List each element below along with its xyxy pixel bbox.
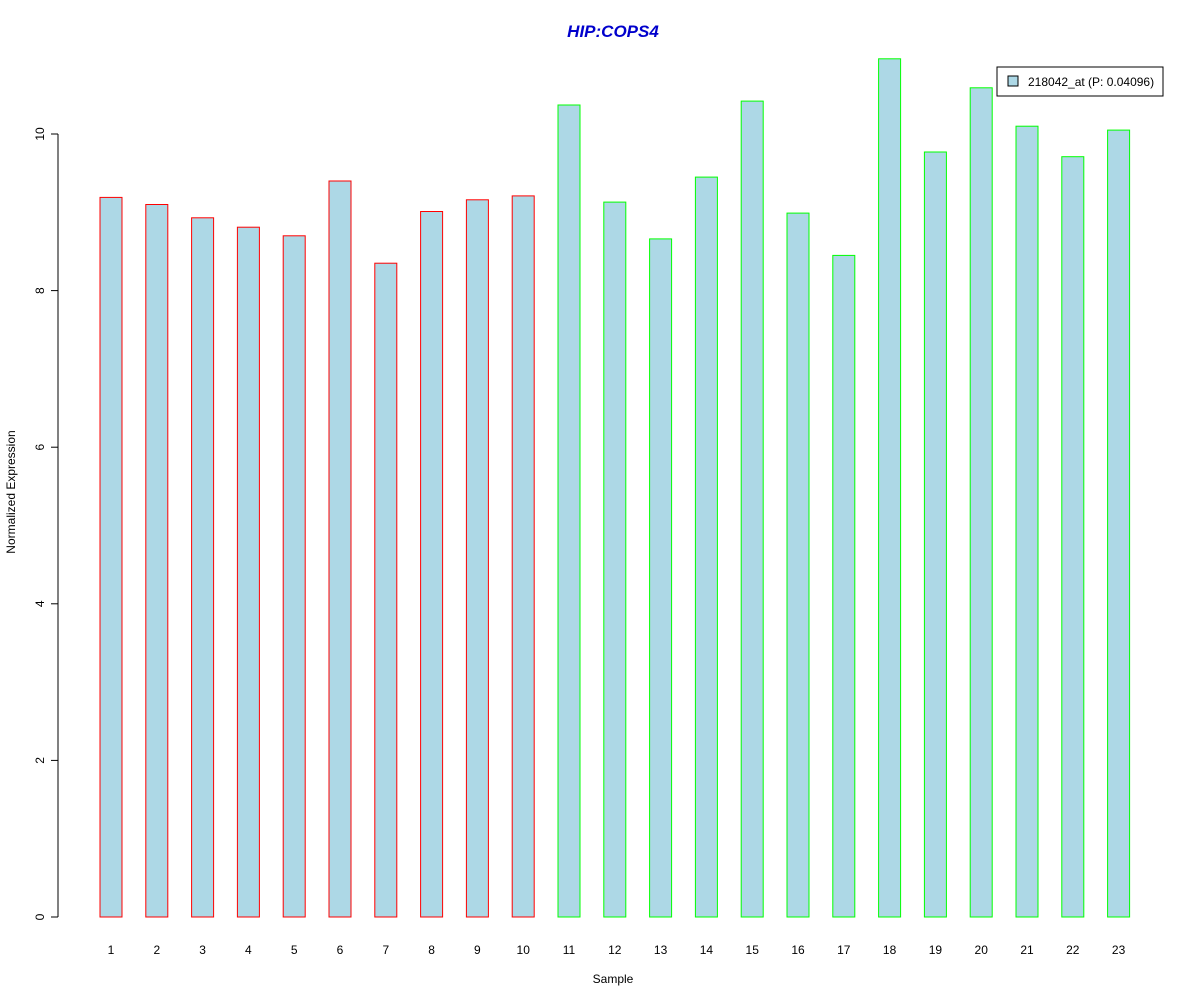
x-tick-label: 7 [382, 943, 389, 957]
x-tick-label: 9 [474, 943, 481, 957]
bar-sample-11 [557, 104, 581, 918]
bars-group [99, 58, 1131, 918]
bar-sample-23 [1107, 129, 1131, 918]
x-tick-label: 11 [563, 943, 576, 957]
bar-sample-16 [786, 212, 810, 918]
legend-series-label: 218042_at (P: 0.04096) [1028, 75, 1154, 89]
x-tick-label: 19 [929, 943, 943, 957]
bar-sample-15 [740, 100, 764, 918]
bar-sample-20 [969, 87, 993, 918]
y-tick-label: 6 [33, 444, 47, 451]
x-tick-label: 23 [1112, 943, 1126, 957]
bar-sample-10 [511, 195, 535, 918]
y-axis: 0 2 4 6 8 10 [33, 127, 59, 920]
y-tick-label: 10 [33, 127, 47, 141]
x-tick-label: 5 [291, 943, 298, 957]
legend-swatch [1007, 75, 1019, 87]
bar-sample-5 [282, 235, 306, 918]
x-tick-label: 18 [883, 943, 897, 957]
x-tick-label: 22 [1066, 943, 1080, 957]
x-tick-label: 16 [791, 943, 805, 957]
y-tick-label: 2 [33, 757, 47, 764]
x-tick-label: 15 [746, 943, 760, 957]
bar-sample-14 [694, 176, 718, 918]
bar-sample-6 [328, 180, 352, 918]
legend-box [996, 66, 1164, 97]
x-tick-label: 10 [517, 943, 531, 957]
bar-sample-4 [236, 226, 260, 918]
chart-title: HIP:COPS4 [567, 22, 659, 41]
bar-sample-19 [923, 151, 947, 918]
bar-sample-2 [145, 204, 169, 918]
bar-sample-21 [1015, 125, 1039, 918]
x-tick-label: 2 [153, 943, 160, 957]
y-tick-label: 0 [33, 913, 47, 920]
bar-sample-9 [465, 199, 489, 918]
bar-sample-17 [832, 254, 856, 918]
x-tick-label: 12 [608, 943, 622, 957]
legend: 218042_at (P: 0.04096) [996, 66, 1164, 97]
x-tick-label: 13 [654, 943, 668, 957]
bar-sample-1 [99, 196, 123, 918]
y-axis-title: Normalized Expression [4, 430, 18, 553]
x-tick-label: 17 [837, 943, 851, 957]
bar-sample-22 [1061, 156, 1085, 918]
x-tick-label: 14 [700, 943, 714, 957]
x-tick-label: 21 [1020, 943, 1034, 957]
x-tick-label: 3 [199, 943, 206, 957]
x-tick-label: 1 [108, 943, 115, 957]
bar-sample-13 [649, 238, 673, 918]
x-tick-label: 8 [428, 943, 435, 957]
bar-sample-3 [191, 217, 215, 918]
bar-sample-7 [374, 262, 398, 918]
bar-sample-12 [603, 201, 627, 918]
bar-sample-8 [420, 211, 444, 918]
x-tick-label: 6 [337, 943, 344, 957]
x-axis-title: Sample [593, 972, 634, 986]
x-tick-labels: 1 2 3 4 5 6 7 8 9 10 11 12 13 14 15 16 17 18 19 20 21 22 23 [108, 943, 1126, 957]
bar-sample-18 [878, 58, 902, 918]
y-tick-label: 4 [33, 600, 47, 607]
x-tick-label: 20 [975, 943, 989, 957]
x-tick-label: 4 [245, 943, 252, 957]
y-tick-label: 8 [33, 287, 47, 294]
